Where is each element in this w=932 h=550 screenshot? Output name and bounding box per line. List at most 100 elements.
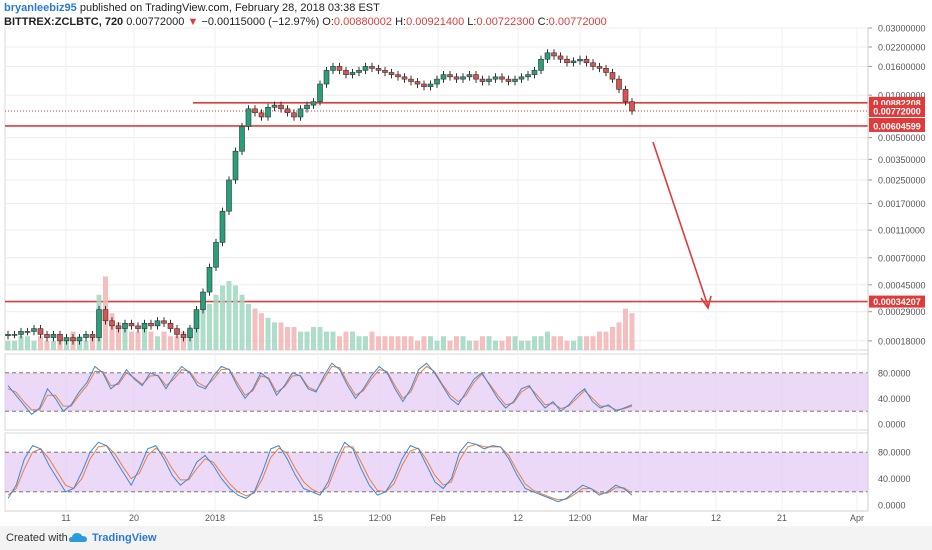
price-label-box [869,295,925,308]
candle-body [525,74,531,78]
volume-bar [174,336,180,350]
volume-bar [447,340,453,350]
chart-canvas[interactable]: 0.03000000 0.02200000 0.01600000 0.01000000… [0,0,932,526]
candle-body [167,322,174,329]
volume-bar [363,336,368,350]
volume-bar [415,340,420,350]
volume-bar [83,340,89,350]
y-tick-label: 0.03000000 [878,24,926,34]
candle-body [57,334,63,342]
volume-bar [233,285,238,350]
candle-body [291,112,297,118]
author-link[interactable]: bryanleebiz95 [4,2,77,14]
stoch-rsi-tick-label: 0.0000 [878,420,906,430]
candle-body [479,78,486,82]
stoch-rsi-pane[interactable] [5,362,868,416]
low-value: 0.00722300 [476,16,535,28]
candle-body [83,334,89,338]
volume-bar [337,336,342,350]
volume-bar [408,336,414,350]
volume-bar [246,304,251,350]
forecast-arrow-line [652,141,709,307]
volume-bar [304,331,310,350]
volume-bar [25,336,30,350]
candle-body [24,331,31,333]
volume-bar [421,336,427,350]
candle-body [492,76,499,80]
volume-bar [467,340,472,350]
tradingview-cloud-icon [69,533,87,542]
main-price-pane[interactable] [5,49,868,350]
candle-body [577,58,583,62]
candle-body [11,334,18,336]
volume-bar [122,327,128,350]
candle-body [557,55,564,60]
volume-bar [148,331,154,350]
candle-body [382,70,388,73]
candle-body [122,322,128,329]
stochastic-pane[interactable] [5,441,868,503]
volume-bar [369,331,375,350]
open-value: 0.00880002 [333,16,393,28]
volume-bar [129,331,134,350]
candle-body [375,68,382,71]
footer-bar: Created with TradingView [0,526,932,550]
volume-bar [330,331,336,350]
volume-bar [382,336,388,350]
candle-body [135,325,141,329]
candle-body [265,107,271,118]
candle-body [180,334,187,338]
volume-bar [200,308,206,350]
volume-bar [226,281,232,350]
volume-bar [545,331,550,350]
chart-header: bryanleebiz95 published on TradingView.c… [4,1,607,29]
volume-bar [311,327,316,350]
x-tick-label: Feb [430,513,446,523]
y-tick-label: 0.00070000 [878,253,926,263]
volume-bar [44,340,50,350]
volume-bar [538,336,544,350]
candle-body [50,334,57,338]
candle-body [518,76,525,80]
volume-bar [480,336,485,350]
volume-bar [623,308,628,350]
candle-body [18,331,24,335]
volume-bar [356,336,362,350]
candle-body [388,72,395,75]
volume-bar [343,331,349,350]
volume-bar [142,327,147,350]
candle-body [356,70,362,73]
candle-body [109,320,115,327]
volume-bar [441,336,446,350]
volume-bar [278,322,284,350]
volume-bar [265,317,271,350]
candle-body [310,101,317,106]
header-line-1: bryanleebiz95 published on TradingView.c… [4,1,607,15]
volume-bar [324,331,329,350]
volume-bar [350,331,355,350]
candle-body [31,328,37,332]
volume-bar [272,322,277,350]
candle-body [427,83,434,87]
candle-body [499,76,505,80]
volume-bar [512,336,518,350]
candle-body [440,74,447,80]
candle-body [37,328,44,335]
volume-bar [285,327,290,350]
volume-bar [603,331,609,350]
volume-bar [109,313,115,350]
tradingview-brand[interactable]: TradingView [92,532,157,544]
x-tick-label: 12:00 [369,513,392,523]
price-change: −0.00115000 (−12.97%) [201,16,320,28]
candle-body [206,266,213,293]
candle-body [232,150,239,181]
volume-bar [298,331,303,350]
volume-bar [90,336,95,350]
candle-body [239,126,245,152]
candle-body [596,66,603,69]
candle-body [544,52,551,60]
candle-body [330,66,336,71]
y-tick-label: 0.00018000 [878,336,926,346]
price-label-text: 0.00772000 [873,107,921,117]
volume-bar [610,327,615,350]
